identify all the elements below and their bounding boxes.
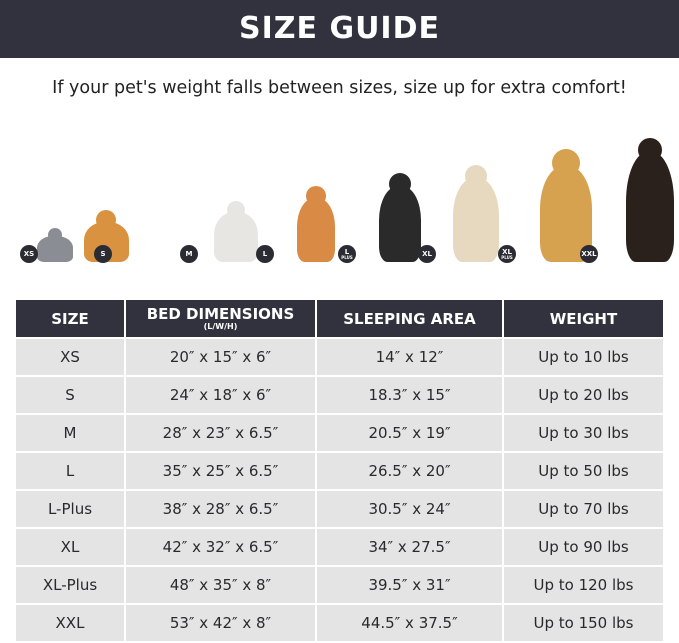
cell-weight: Up to 120 lbs <box>502 565 665 605</box>
cat-icon <box>37 227 73 262</box>
cell-weight: Up to 90 lbs <box>502 527 665 567</box>
badge-label: M <box>185 250 193 258</box>
badge-label: S <box>100 250 106 258</box>
size-badge-xl: XL <box>418 245 436 263</box>
cell-dims: 35″ x 25″ x 6.5″ <box>124 451 317 491</box>
header-sleeping-area: SLEEPING AREA <box>315 298 504 339</box>
table-header-row: SIZE BED DIMENSIONS (L/W/H) SLEEPING AREA… <box>14 298 665 339</box>
cell-dims: 48″ x 35″ x 8″ <box>124 565 317 605</box>
size-badge-l: L <box>256 245 274 263</box>
cell-dims: 24″ x 18″ x 6″ <box>124 375 317 415</box>
table-row: XL 42″ x 32″ x 6.5″ 34″ x 27.5″ Up to 90 lb… <box>14 527 665 567</box>
labrador-icon <box>453 164 499 262</box>
cell-dims: 38″ x 28″ x 6.5″ <box>124 489 317 529</box>
cell-weight: Up to 150 lbs <box>502 603 665 643</box>
table-row: XL-Plus 48″ x 35″ x 8″ 39.5″ x 31″ Up to 12… <box>14 565 665 605</box>
cell-weight: Up to 50 lbs <box>502 451 665 491</box>
header-bed-dimensions: BED DIMENSIONS (L/W/H) <box>124 298 317 339</box>
size-table: SIZE BED DIMENSIONS (L/W/H) SLEEPING AREA… <box>14 298 665 643</box>
cell-area: 44.5″ x 37.5″ <box>315 603 504 643</box>
cell-size: L <box>14 451 126 491</box>
cell-size: XS <box>14 337 126 377</box>
cell-size: XXL <box>14 603 126 643</box>
header-size: SIZE <box>14 298 126 339</box>
cell-dims: 20″ x 15″ x 6″ <box>124 337 317 377</box>
cell-dims: 42″ x 32″ x 6.5″ <box>124 527 317 567</box>
header-dims-label: BED DIMENSIONS <box>146 305 295 323</box>
badge-label: XXL <box>581 250 597 258</box>
cell-area: 20.5″ x 19″ <box>315 413 504 453</box>
size-badge-l-plus: L PLUS <box>338 245 356 263</box>
badge-label: XS <box>23 250 35 258</box>
cell-weight: Up to 70 lbs <box>502 489 665 529</box>
size-badge-s: S <box>94 245 112 263</box>
cell-weight: Up to 20 lbs <box>502 375 665 415</box>
cell-area: 39.5″ x 31″ <box>315 565 504 605</box>
pet-size-lineup: XS S M L L PLUS XL XL PLUS XXL <box>0 137 679 268</box>
cell-area: 14″ x 12″ <box>315 337 504 377</box>
badge-label: XL <box>422 250 432 258</box>
table-row: S 24″ x 18″ x 6″ 18.3″ x 15″ Up to 20 lbs <box>14 375 665 415</box>
doberman-icon <box>626 137 674 262</box>
badge-sub-label: PLUS <box>501 255 513 260</box>
cell-weight: Up to 10 lbs <box>502 337 665 377</box>
cell-dims: 28″ x 23″ x 6.5″ <box>124 413 317 453</box>
cell-area: 26.5″ x 20″ <box>315 451 504 491</box>
cell-size: XL <box>14 527 126 567</box>
border-collie-icon <box>379 172 421 262</box>
cell-size: XL-Plus <box>14 565 126 605</box>
table-row: XXL 53″ x 42″ x 8″ 44.5″ x 37.5″ Up to 150 … <box>14 603 665 643</box>
cell-area: 30.5″ x 24″ <box>315 489 504 529</box>
size-badge-m: M <box>180 245 198 263</box>
cell-weight: Up to 30 lbs <box>502 413 665 453</box>
header-dims-sub: (L/W/H) <box>203 322 238 331</box>
french-bulldog-icon <box>214 201 258 262</box>
table-row: L 35″ x 25″ x 6.5″ 26.5″ x 20″ Up to 50 lbs <box>14 451 665 491</box>
table-row: XS 20″ x 15″ x 6″ 14″ x 12″ Up to 10 lbs <box>14 337 665 377</box>
shiba-inu-icon <box>297 186 335 262</box>
cell-size: M <box>14 413 126 453</box>
cell-area: 34″ x 27.5″ <box>315 527 504 567</box>
size-badge-xs: XS <box>20 245 38 263</box>
table-row: L-Plus 38″ x 28″ x 6.5″ 30.5″ x 24″ Up to 7… <box>14 489 665 529</box>
size-up-tip: If your pet's weight falls between sizes… <box>52 78 627 98</box>
cell-size: L-Plus <box>14 489 126 529</box>
cell-size: S <box>14 375 126 415</box>
badge-label: L <box>344 248 350 256</box>
cell-area: 18.3″ x 15″ <box>315 375 504 415</box>
badge-label: XL <box>502 248 512 256</box>
badge-sub-label: PLUS <box>341 255 353 260</box>
badge-label: L <box>262 250 268 258</box>
size-badge-xxl: XXL <box>580 245 598 263</box>
cell-dims: 53″ x 42″ x 8″ <box>124 603 317 643</box>
header-weight: WEIGHT <box>502 298 665 339</box>
size-badge-xl-plus: XL PLUS <box>498 245 516 263</box>
size-guide-title: SIZE GUIDE <box>0 0 679 58</box>
table-row: M 28″ x 23″ x 6.5″ 20.5″ x 19″ Up to 30 lbs <box>14 413 665 453</box>
